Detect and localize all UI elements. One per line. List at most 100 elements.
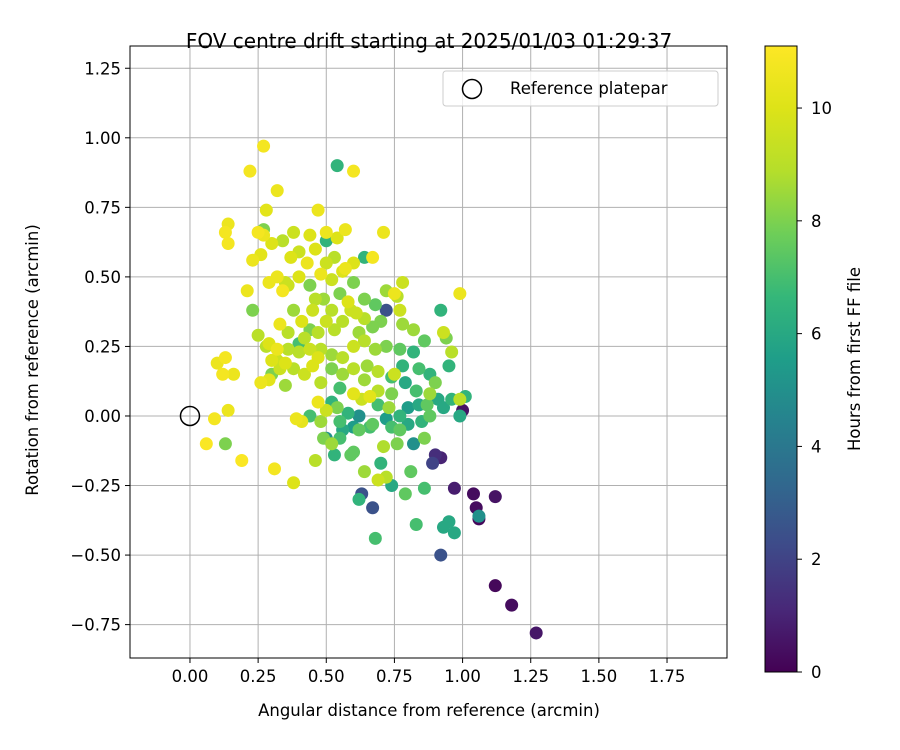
data-point <box>311 326 325 340</box>
data-point <box>218 437 232 451</box>
data-point <box>295 314 309 328</box>
data-point <box>377 225 391 239</box>
data-point <box>325 303 339 317</box>
data-point <box>311 351 325 365</box>
colorbar-ticks: 0 2 4 6 8 10 <box>797 99 832 682</box>
data-point <box>330 401 344 415</box>
data-point <box>306 303 320 317</box>
data-point <box>357 292 371 306</box>
data-point <box>445 345 459 359</box>
colorbar: 0 2 4 6 8 10 Hours from first FF file <box>764 45 864 682</box>
data-point <box>390 437 404 451</box>
colorbar-tick-label: 6 <box>811 325 822 344</box>
data-point <box>357 334 371 348</box>
scatter-points <box>179 139 543 640</box>
data-point <box>287 225 301 239</box>
data-point <box>327 323 341 337</box>
data-point <box>396 359 410 373</box>
data-point <box>396 317 410 331</box>
data-point <box>382 401 396 415</box>
x-axis-ticks: 0.00 0.25 0.50 0.75 1.00 1.25 1.50 1.75 <box>172 658 685 686</box>
data-point <box>281 326 295 340</box>
data-point <box>488 490 502 504</box>
data-point <box>308 292 322 306</box>
data-point <box>366 501 380 515</box>
data-point <box>314 267 328 281</box>
data-point <box>453 392 467 406</box>
x-tick-label: 0.75 <box>376 667 413 686</box>
data-point <box>262 275 276 289</box>
data-point <box>407 323 421 337</box>
data-point <box>330 231 344 245</box>
data-point <box>371 364 385 378</box>
data-point <box>488 579 502 593</box>
data-point <box>420 398 434 412</box>
data-point <box>284 250 298 264</box>
data-point <box>505 598 519 612</box>
data-point <box>221 403 235 417</box>
data-point <box>428 376 442 390</box>
data-point <box>447 481 461 495</box>
data-point <box>366 250 380 264</box>
data-point <box>265 237 279 251</box>
legend-label-reference: Reference platepar <box>510 79 668 98</box>
colorbar-tick-label: 2 <box>811 550 822 569</box>
data-point <box>398 376 412 390</box>
data-point <box>216 367 230 381</box>
data-point <box>287 476 301 490</box>
colorbar-gradient <box>764 45 798 673</box>
data-point <box>349 306 363 320</box>
data-point <box>311 203 325 217</box>
x-tick-label: 1.50 <box>581 667 618 686</box>
data-point <box>393 423 407 437</box>
data-point <box>276 234 290 248</box>
data-point <box>401 401 415 415</box>
data-point <box>221 237 235 251</box>
legend-box <box>442 70 719 107</box>
data-point <box>251 328 265 342</box>
data-point <box>259 203 273 217</box>
data-point <box>436 326 450 340</box>
data-point <box>297 367 311 381</box>
data-point <box>251 225 265 239</box>
data-point <box>270 184 284 198</box>
data-point <box>267 462 281 476</box>
data-point <box>466 487 480 501</box>
data-point <box>246 253 260 267</box>
y-tick-label: 1.25 <box>84 59 121 78</box>
plot-background <box>130 46 727 658</box>
data-point <box>270 342 284 356</box>
data-point <box>330 159 344 173</box>
data-point <box>377 440 391 454</box>
data-point <box>254 376 268 390</box>
colorbar-label: Hours from first FF file <box>845 267 864 451</box>
data-point <box>278 356 292 370</box>
chart-title: FOV centre drift starting at 2025/01/03 … <box>186 29 672 53</box>
data-point <box>352 409 366 423</box>
data-point <box>218 225 232 239</box>
data-point <box>319 256 333 270</box>
data-point <box>292 345 306 359</box>
data-point <box>341 406 355 420</box>
data-point <box>287 303 301 317</box>
data-point <box>333 287 347 301</box>
data-point <box>426 456 440 470</box>
plot-frame <box>129 45 728 659</box>
data-point <box>319 403 333 417</box>
data-point <box>347 275 361 289</box>
data-point <box>352 492 366 506</box>
data-point <box>314 376 328 390</box>
data-point <box>387 367 401 381</box>
data-point <box>336 314 350 328</box>
data-point <box>385 387 399 401</box>
data-point <box>393 342 407 356</box>
data-point <box>423 409 437 423</box>
data-point <box>417 431 431 445</box>
data-point <box>407 345 421 359</box>
data-point <box>325 362 339 376</box>
y-tick-label: −0.75 <box>70 616 121 635</box>
y-axis-ticks: −0.75 −0.50 −0.25 0.00 0.25 0.50 0.75 1.00 1.25 <box>70 59 130 635</box>
data-point <box>325 437 339 451</box>
data-point <box>434 548 448 562</box>
legend: Reference platepar <box>442 70 719 107</box>
